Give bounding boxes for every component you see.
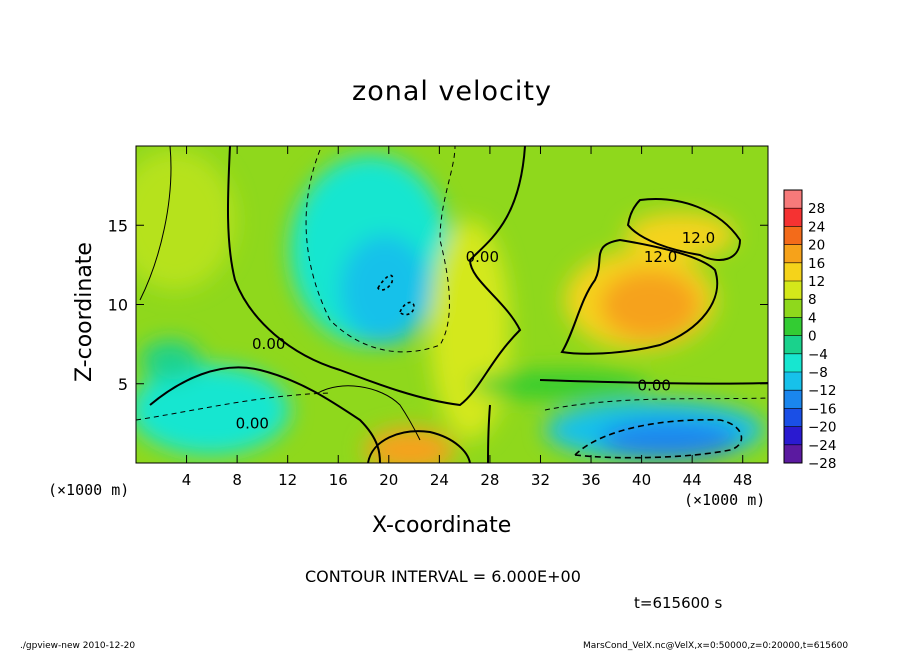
y-axis-unit: (×1000 m) — [48, 481, 130, 499]
zero-contour-main — [226, 146, 526, 407]
x-axis-unit: (×1000 m) — [684, 491, 766, 509]
contour-label: 0.00 — [252, 335, 285, 353]
velocity-field — [136, 146, 768, 463]
x-tick-label: 24 — [430, 471, 449, 489]
x-tick-label: 44 — [683, 471, 702, 489]
zero-contour-right — [539, 379, 768, 385]
colorbar-segment — [784, 299, 802, 318]
left-midlevel-shading — [140, 340, 200, 380]
y-tick-label: 5 — [118, 375, 128, 394]
lowlevel-negative-core — [600, 420, 740, 460]
x-tick-label: 40 — [632, 471, 651, 489]
chart-title: zonal velocity — [352, 76, 552, 107]
negative-contour-right — [544, 397, 768, 411]
colorbar-label: 20 — [808, 238, 825, 254]
colorbar-segment — [784, 190, 802, 209]
colorbar-label: 0 — [808, 329, 817, 345]
mid-right-band — [470, 371, 650, 399]
x-axis-label: X-coordinate — [372, 513, 512, 538]
time-label: t=615600 s — [634, 594, 723, 612]
contour-labels: 12.0 12.0 0.00 0.00 0.00 0.00 — [236, 229, 716, 432]
colorbar-label: −20 — [808, 420, 837, 436]
colorbar-segment — [784, 244, 802, 263]
x-tick-label: 12 — [278, 471, 297, 489]
zero-contour-left — [149, 366, 381, 463]
y-tick-label: 15 — [108, 216, 128, 235]
colorbar-segment — [784, 408, 802, 427]
negative-contour-core1 — [377, 274, 394, 291]
x-tick-label: 32 — [531, 471, 550, 489]
colorbar-segment — [784, 426, 802, 445]
colorbar-segment — [784, 262, 802, 281]
positive-contour-surface — [317, 385, 421, 441]
colorbar: 28 24 20 16 12 8 4 0 −4 −8 −12 −16 −20 −24 −28 — [783, 189, 837, 472]
colorbar-label: 12 — [808, 274, 825, 290]
colorbar-label: 16 — [808, 256, 825, 272]
colorbar-segment — [784, 281, 802, 300]
contour-label: 12.0 — [682, 229, 715, 247]
colorbar-label: 24 — [808, 219, 825, 235]
x-tick-label: 36 — [581, 471, 600, 489]
colorbar-label: −12 — [808, 383, 837, 399]
colorbar-label: −28 — [808, 456, 837, 472]
x-tick-label: 28 — [480, 471, 499, 489]
twelve-contour-upper — [626, 198, 742, 261]
contour-label: 0.00 — [466, 248, 499, 266]
y-tick-label: 10 — [108, 296, 128, 315]
colorbar-label: −8 — [808, 365, 828, 381]
jet-core — [600, 270, 700, 340]
left-lowlevel-negative — [136, 365, 290, 455]
contour-label: 0.00 — [638, 376, 671, 394]
colorbar-segment — [784, 317, 802, 336]
x-tick-label: 48 — [733, 471, 752, 489]
positive-contour-upper-left — [139, 146, 172, 301]
colorbar-label: 8 — [808, 292, 817, 308]
negative-contour-lowlevel — [573, 418, 743, 459]
contour-label: 12.0 — [644, 248, 677, 266]
colorbar-label: 28 — [808, 201, 825, 217]
zero-contour-vertical — [487, 404, 491, 463]
twelve-contour-jet — [560, 238, 719, 355]
colorbar-segment — [784, 226, 802, 245]
footer-left-info: ./gpview-new 2010-12-20 — [20, 641, 136, 651]
x-tick-label: 16 — [329, 471, 348, 489]
negative-contour-mid — [305, 146, 456, 353]
twelve-contour-surface — [367, 430, 471, 463]
colorbar-segment — [784, 444, 802, 463]
colorbar-segment — [784, 208, 802, 227]
colorbar-label: −4 — [808, 347, 828, 363]
footer-right-info: MarsCond_VelX.nc@VelX,x=0:50000,z=0:2000… — [583, 641, 849, 651]
contour-interval-note: CONTOUR INTERVAL = 6.000E+00 — [305, 567, 581, 586]
surface-maximum — [365, 428, 455, 463]
x-tick-label: 8 — [232, 471, 242, 489]
contour-lines — [136, 146, 768, 463]
x-tick-label: 4 — [182, 471, 192, 489]
colorbar-segment — [784, 372, 802, 391]
x-tick-label: 20 — [379, 471, 398, 489]
upper-left-shading — [136, 150, 235, 290]
colorbar-label: 4 — [808, 310, 817, 326]
colorbar-label: −16 — [808, 401, 837, 417]
colorbar-segment — [784, 353, 802, 372]
colorbar-label: −24 — [808, 438, 837, 454]
contour-label: 0.00 — [236, 414, 269, 432]
colorbar-segment — [784, 390, 802, 409]
colorbar-segment — [784, 335, 802, 354]
